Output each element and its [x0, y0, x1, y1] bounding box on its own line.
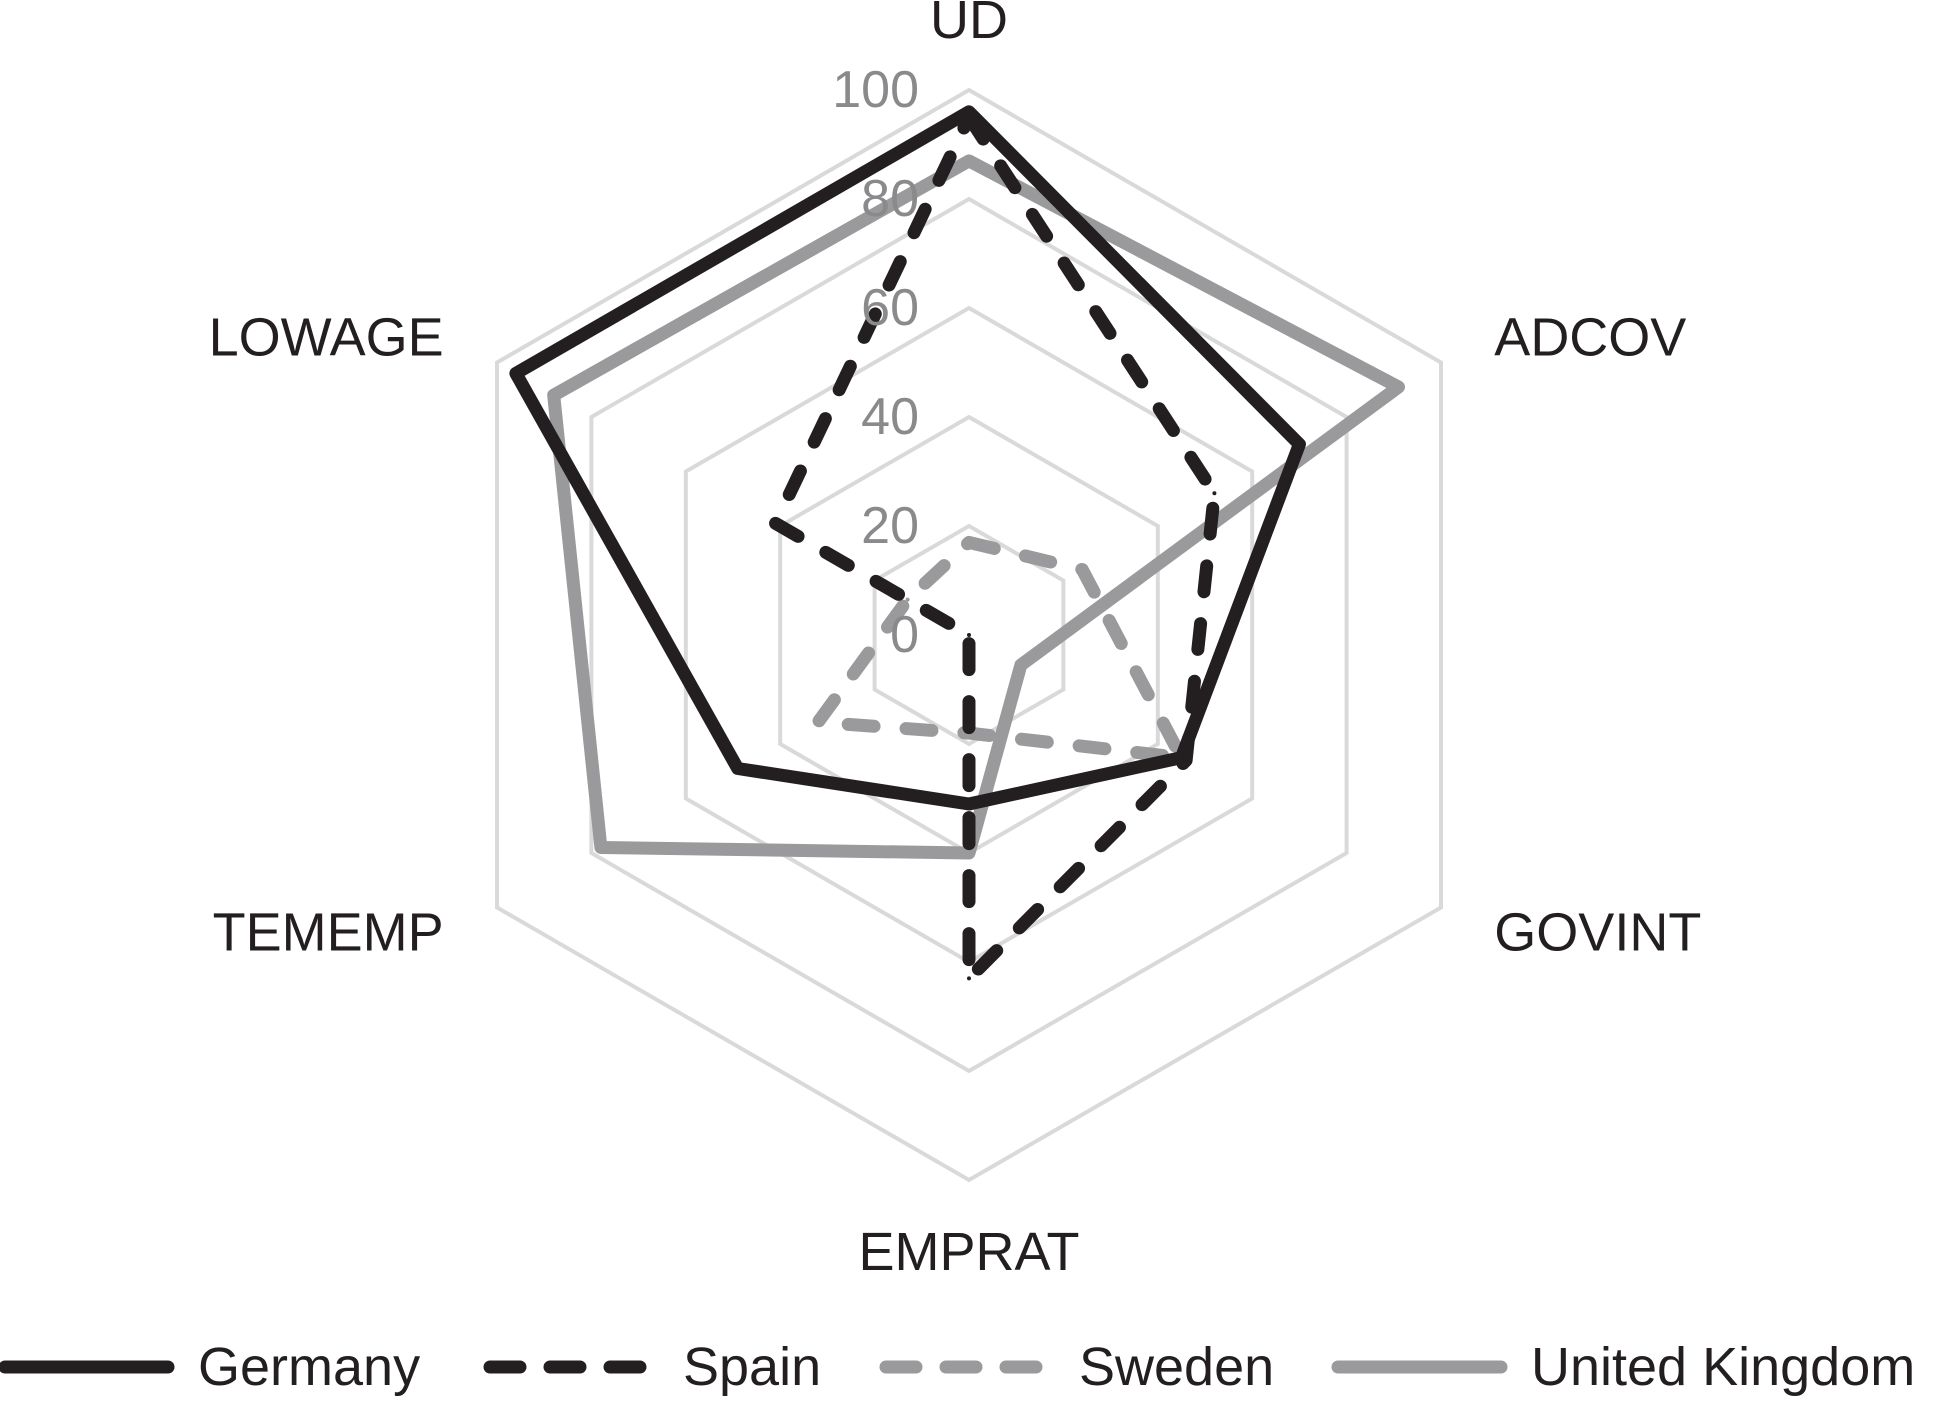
data-point-germany-adcov [1297, 442, 1302, 447]
legend: Germany Spain Sweden United Kingdom [0, 1337, 1915, 1397]
tick-label-100: 100 [832, 61, 919, 119]
axis-labels: UD ADCOV GOVINT EMPRAT TEMEMP LOWAGE [209, 0, 1702, 1282]
axis-label-emprat: EMPRAT [858, 1222, 1079, 1282]
data-point-united-kingdom-ud [967, 158, 971, 163]
data-point-spain-emprat [967, 976, 971, 981]
series-lines [509, 105, 1405, 985]
data-point-sweden-tememp [816, 720, 820, 725]
data-point-spain-tememp [967, 633, 971, 637]
data-point-germany-emprat [967, 802, 971, 806]
data-point-spain-lowage [773, 521, 778, 526]
grid-ring-100 [495, 87, 1443, 1183]
axis-label-tememp: TEMEMP [213, 903, 444, 963]
tick-labels: 0 20 40 60 80 100 [832, 61, 919, 664]
data-point-sweden-lowage [905, 597, 910, 602]
tick-label-60: 60 [861, 279, 919, 337]
axis-label-adcov: ADCOV [1494, 308, 1686, 368]
grid-ring-80 [589, 196, 1349, 1074]
data-point-germany-lowage [513, 371, 518, 376]
tick-label-80: 80 [861, 170, 919, 228]
data-point-sweden-ud [967, 540, 971, 545]
data-point-united-kingdom-lowage [551, 393, 556, 398]
data-point-germany-govint [1179, 755, 1184, 760]
legend-label-germany: Germany [198, 1337, 420, 1397]
axis-label-ud: UD [930, 0, 1008, 50]
data-point-spain-adcov [1212, 491, 1217, 496]
legend-label-united-kingdom: United Kingdom [1531, 1337, 1915, 1397]
data-point-sweden-adcov [1080, 567, 1085, 572]
data-point-united-kingdom-emprat [967, 851, 971, 855]
legend-label-spain: Spain [683, 1337, 821, 1397]
tick-label-0: 0 [890, 606, 919, 664]
legend-label-sweden: Sweden [1079, 1337, 1274, 1397]
tick-label-40: 40 [861, 388, 919, 446]
axis-label-lowage: LOWAGE [209, 308, 444, 368]
data-point-united-kingdom-adcov [1396, 385, 1401, 389]
data-point-united-kingdom-tememp [598, 845, 603, 850]
data-point-germany-tememp [735, 766, 740, 771]
data-point-united-kingdom-govint [1018, 663, 1023, 667]
data-point-germany-ud [967, 109, 971, 114]
axis-label-govint: GOVINT [1494, 903, 1701, 963]
tick-label-20: 20 [861, 497, 919, 555]
